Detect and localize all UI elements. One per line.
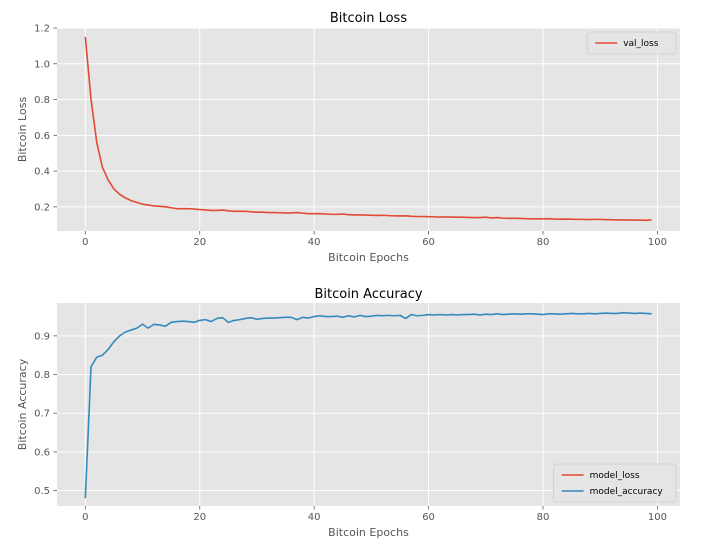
- x-tick-label: 20: [193, 512, 206, 523]
- legend-box: [586, 31, 677, 55]
- y-axis-label: Bitcoin Accuracy: [16, 358, 29, 450]
- x-tick-label: 60: [422, 237, 435, 248]
- y-tick-label: 0.8: [34, 95, 50, 106]
- legend-box: [553, 463, 677, 503]
- x-tick-label: 60: [422, 512, 435, 523]
- x-tick-label: 0: [82, 512, 88, 523]
- x-tick-label: 20: [193, 237, 206, 248]
- x-tick-label: 100: [648, 512, 667, 523]
- x-tick-label: 0: [82, 237, 88, 248]
- chart-title: Bitcoin Accuracy: [314, 287, 422, 302]
- y-tick-label: 0.8: [34, 370, 50, 381]
- y-tick-label: 0.2: [34, 202, 50, 213]
- chart-panel-1: 0 20 40 60 80 100 0.2 0.4 0.6 0.8 1.0 1.2 Bitcoin Lo…: [16, 11, 680, 264]
- legend: val_loss: [586, 31, 677, 55]
- chart-title: Bitcoin Loss: [330, 11, 407, 26]
- series-line-model-accuracy: [84, 311, 652, 499]
- y-tick-label: 0.5: [34, 486, 50, 497]
- legend-label: val_loss: [623, 39, 659, 49]
- x-axis-label: Bitcoin Epochs: [328, 251, 409, 264]
- y-tick-label: 1.2: [34, 24, 50, 35]
- y-tick-label: 0.7: [34, 409, 50, 420]
- x-tick-label: 40: [308, 512, 321, 523]
- x-tick-label: 40: [308, 237, 321, 248]
- legend-label: model_accuracy: [590, 487, 664, 497]
- series-line-val-loss: [84, 36, 652, 222]
- y-tick-label: 1.0: [34, 59, 50, 70]
- legend-label: model_loss: [590, 471, 640, 481]
- legend: model_loss model_accuracy: [553, 463, 677, 503]
- x-axis-label: Bitcoin Epochs: [328, 526, 409, 539]
- y-tick-label: 0.6: [34, 131, 50, 142]
- y-axis-label: Bitcoin Loss: [16, 97, 29, 163]
- y-tick-label: 0.9: [34, 331, 50, 342]
- x-tick-label: 80: [537, 237, 550, 248]
- chart-panel-2: 0 20 40 60 80 100 0.5 0.6 0.7 0.8 0.9 Bitcoin Accur…: [16, 287, 680, 539]
- y-tick-label: 0.6: [34, 447, 50, 458]
- plot-area: [57, 28, 680, 231]
- x-tick-label: 100: [648, 237, 667, 248]
- y-tick-label: 0.4: [34, 167, 50, 178]
- x-tick-label: 80: [537, 512, 550, 523]
